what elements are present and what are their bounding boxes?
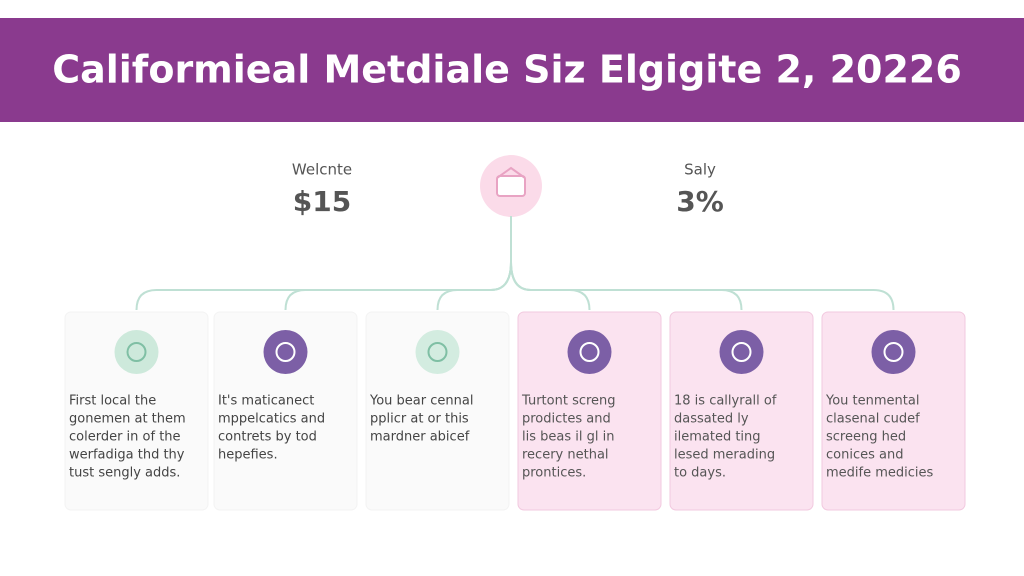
stat-value: $15	[293, 185, 351, 218]
card	[64, 311, 209, 511]
card-text: 18 is callyrall of	[674, 394, 777, 409]
card	[821, 311, 966, 511]
stat-label: Welcnte	[292, 161, 352, 179]
card	[517, 311, 662, 511]
card-text: screeng hed	[826, 430, 906, 445]
card-text: It's maticanect	[218, 394, 314, 409]
card-text: dassated ly	[674, 412, 749, 427]
card-icon-glyph	[731, 342, 752, 362]
card-text: tust sengly adds.	[69, 466, 180, 481]
card-icon	[415, 330, 460, 374]
card	[669, 311, 814, 511]
card-text: conices and	[826, 448, 903, 463]
card-text: clasenal cudef	[826, 412, 920, 427]
card-text: werfadiga thd thy	[69, 448, 185, 463]
card-icon-glyph	[275, 342, 296, 362]
card-text: Turtont screng	[521, 394, 616, 409]
stat-label: Saly	[684, 161, 716, 179]
stat-value: 3%	[676, 185, 724, 218]
card-text: mppelcatics and	[218, 412, 325, 427]
card-text: lis beas il gl in	[522, 430, 614, 445]
card-text: medife medicies	[826, 466, 934, 481]
card-icon	[719, 330, 764, 374]
connector-tree	[135, 216, 895, 311]
header-band	[0, 18, 1024, 122]
card-text: lesed merading	[674, 448, 775, 463]
card-text: mardner abicef	[370, 430, 470, 445]
card-icon-glyph	[579, 342, 600, 362]
card-text: contrets by tod	[218, 430, 317, 445]
card	[213, 311, 358, 511]
center-icon-roof	[496, 166, 526, 179]
card-icon	[114, 330, 159, 374]
card-row: First local the gonemen at them colerder i…	[64, 311, 966, 511]
card-icon	[871, 330, 916, 374]
card-text: ilemated ting	[674, 430, 761, 445]
card-text: prontices.	[522, 466, 586, 481]
card-icon	[567, 330, 612, 374]
branch	[510, 261, 895, 311]
card-text: First local the	[69, 394, 156, 409]
card-icon-glyph	[126, 342, 147, 362]
card-text: to days.	[674, 466, 726, 481]
card-text: prodictes and	[522, 412, 611, 427]
card-icon-glyph	[427, 342, 448, 362]
card-text: pplicr at or this	[370, 412, 469, 427]
card-icon	[263, 330, 308, 374]
card	[365, 311, 510, 511]
card-text: You bear cennal	[369, 394, 473, 409]
card-text: gonemen at them	[69, 412, 186, 427]
card-text: hepefies.	[218, 448, 278, 463]
card-text: recery nethal	[522, 448, 609, 463]
card-text: You tenmental	[825, 394, 919, 409]
card-text: colerder in of the	[69, 430, 181, 445]
title: Califormieal Metdiale Siz Elgigite 2, 20…	[52, 48, 962, 92]
branch	[436, 261, 512, 311]
center-icon-glyph	[496, 175, 526, 197]
card-icon-glyph	[883, 342, 904, 362]
